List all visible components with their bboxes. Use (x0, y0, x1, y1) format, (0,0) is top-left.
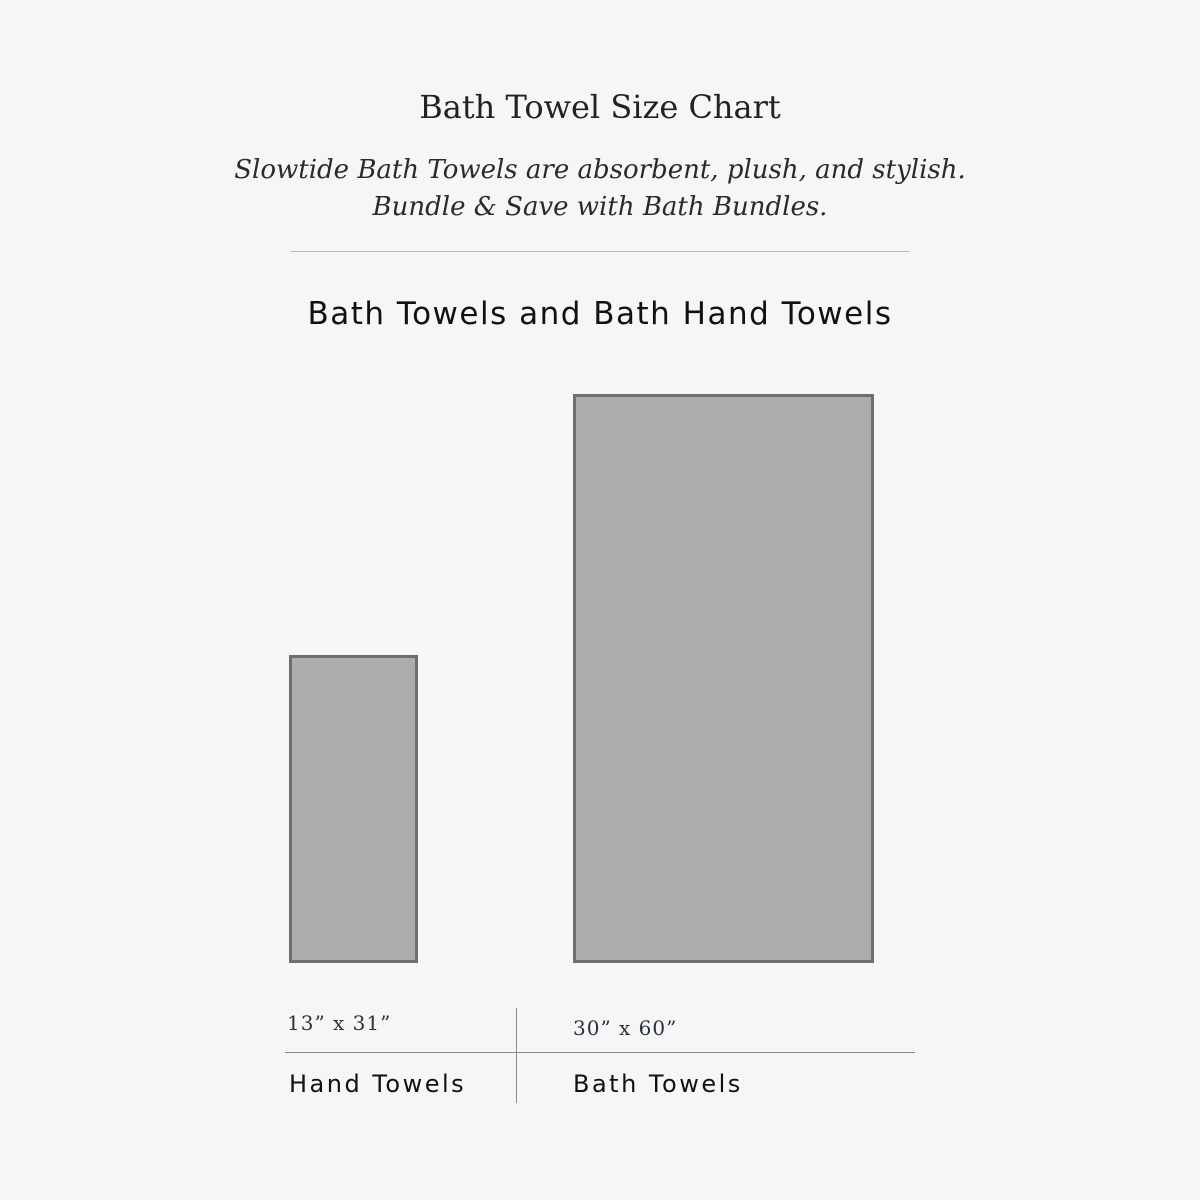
chart-title: Bath Towel Size Chart (419, 88, 781, 126)
table-vertical-rule (516, 1008, 517, 1103)
bath-towel-shape (573, 394, 874, 963)
bath-towel-label: Bath Towels (573, 1070, 743, 1098)
section-heading: Bath Towels and Bath Hand Towels (307, 296, 893, 332)
hand-towel-label: Hand Towels (289, 1070, 467, 1098)
hand-towel-dimensions: 13” x 31” (287, 1011, 392, 1035)
table-horizontal-rule (285, 1052, 915, 1053)
subtitle: Slowtide Bath Towels are absorbent, plus… (0, 152, 1200, 226)
hand-towel-shape (289, 655, 418, 963)
bath-towel-dimensions: 30” x 60” (573, 1016, 678, 1040)
divider (290, 251, 910, 252)
subtitle-line-1: Slowtide Bath Towels are absorbent, plus… (234, 155, 966, 185)
subtitle-line-2: Bundle & Save with Bath Bundles. (372, 192, 828, 222)
